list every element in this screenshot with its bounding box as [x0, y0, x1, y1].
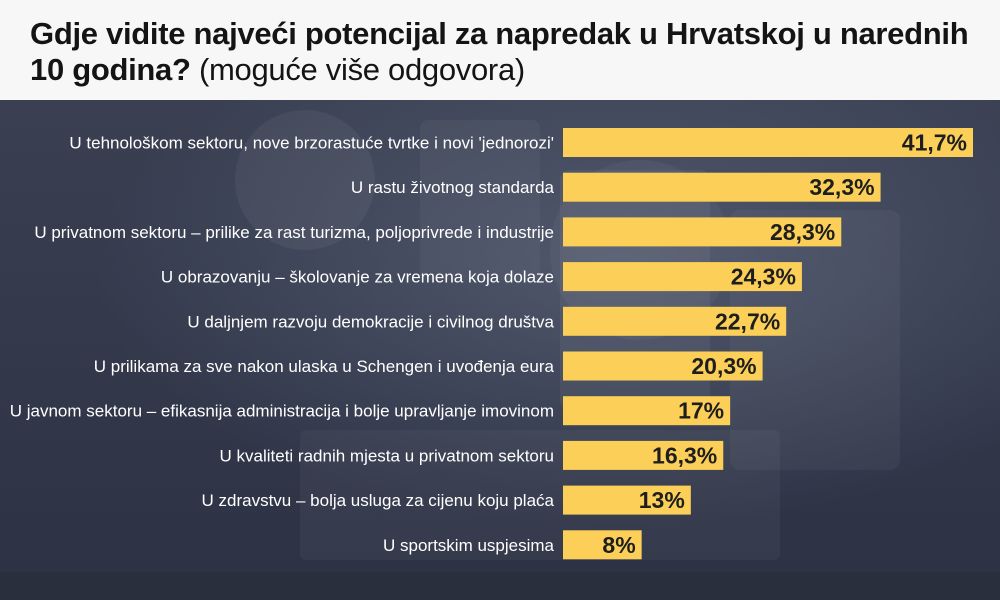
bar-7	[563, 396, 731, 426]
bar-4	[563, 262, 802, 292]
footer-strip	[0, 572, 1000, 600]
value-label-7: 17%	[678, 398, 724, 424]
bar-9	[563, 485, 691, 515]
title-main: Gdje vidite najveći potencijal za napred…	[30, 16, 969, 87]
background-panel	[0, 100, 1000, 572]
category-label-9: U zdravstvu – bolja usluga za cijenu koj…	[202, 491, 555, 510]
category-label-8: U kvaliteti radnih mjesta u privatnom se…	[220, 446, 554, 465]
value-label-5: 22,7%	[715, 308, 780, 334]
category-label-10: U sportskim uspjesima	[383, 536, 555, 555]
category-label-7: U javnom sektoru – efikasnija administra…	[10, 402, 554, 421]
header: Gdje vidite najveći potencijal za napred…	[0, 0, 1000, 100]
value-label-9: 13%	[639, 487, 685, 513]
value-label-3: 28,3%	[770, 219, 835, 245]
bar-1	[563, 128, 973, 157]
category-label-2: U rastu životnog standarda	[351, 178, 555, 197]
title-subtitle: (moguće više odgovora)	[198, 52, 525, 87]
value-label-4: 24,3%	[731, 264, 796, 290]
bar-2	[563, 172, 881, 202]
bar-10	[563, 530, 642, 560]
value-label-10: 8%	[602, 532, 635, 558]
bar-5	[563, 306, 787, 336]
category-label-1: U tehnološkom sektoru, nove brzorastuće …	[69, 134, 554, 153]
category-label-3: U privatnom sektoru – prilike za rast tu…	[34, 223, 554, 242]
value-label-2: 32,3%	[809, 174, 874, 200]
category-label-6: U prilikama za sve nakon ulaska u Scheng…	[94, 357, 555, 376]
chart-title: Gdje vidite najveći potencijal za napred…	[30, 16, 970, 88]
category-label-4: U obrazovanju – školovanje za vremena ko…	[161, 268, 554, 287]
category-label-5: U daljnjem razvoju demokracije i civilno…	[187, 312, 554, 331]
bar-8	[563, 440, 724, 470]
value-label-1: 41,7%	[902, 130, 967, 156]
value-label-6: 20,3%	[691, 353, 756, 379]
value-label-8: 16,3%	[652, 442, 717, 468]
bar-6	[563, 351, 763, 381]
bar-3	[563, 217, 842, 247]
